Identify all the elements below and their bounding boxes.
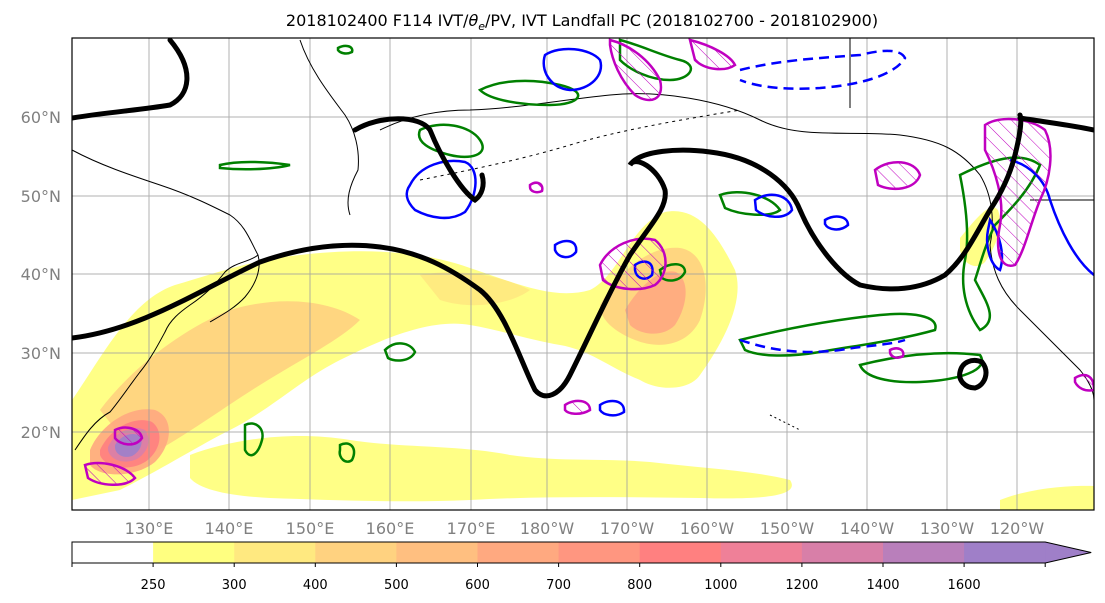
colorbar-cell xyxy=(720,542,803,563)
pv-contour-hawaii xyxy=(383,342,417,362)
landfall-pc-gulf xyxy=(873,161,922,191)
landfall-pc-north xyxy=(608,38,663,102)
longitude-label: 170°W xyxy=(600,519,655,538)
pv-contour-subtrop-east xyxy=(738,312,937,357)
latitude-label: 30°N xyxy=(21,344,61,363)
longitude-label: 180°W xyxy=(520,519,575,538)
colorbar-tick-label: 300 xyxy=(222,578,247,593)
ivt-colorbar: 250 300 400 500 600 700 800 1000 1200 1400 1600 xyxy=(71,541,1092,593)
pv-neg-contour-subtrop xyxy=(739,338,906,354)
colorbar-cell xyxy=(883,542,965,563)
longitude-label: 140°E xyxy=(205,519,254,538)
colorbar-tick-label: 500 xyxy=(384,578,409,593)
kamchatka-coastline xyxy=(299,39,359,216)
landfall-pc-sw2 xyxy=(113,426,144,446)
ivt-band-low xyxy=(72,211,738,500)
hawaii-islands xyxy=(769,414,801,431)
landfall-pc-subtrop xyxy=(888,347,905,359)
alaska-coastline xyxy=(379,93,993,246)
theta-e-ne xyxy=(1017,115,1094,133)
theta-e-north-loop xyxy=(352,116,486,204)
colorbar-cell xyxy=(315,542,397,563)
theta-e-main xyxy=(72,112,1024,399)
pv-contour-sw2 xyxy=(338,442,356,463)
pv-neg-contour-gulf xyxy=(753,193,794,218)
colorbar-tick-label: 1600 xyxy=(948,578,981,593)
latitude-label: 50°N xyxy=(21,187,61,206)
theta-e-contours xyxy=(72,38,1094,399)
figure-title: 2018102400 F114 IVT/θe/PV, IVT Landfall … xyxy=(286,11,878,33)
colorbar-frame xyxy=(71,541,1092,564)
ivt-band-se xyxy=(1000,485,1094,510)
colorbar-cell xyxy=(396,542,478,563)
landfall-pc-contours xyxy=(83,38,1094,486)
colorbar-cell xyxy=(964,542,1046,563)
pv-neg-contour-north xyxy=(542,47,603,92)
colorbar-extend-arrow xyxy=(1045,542,1092,563)
longitude-label: 120°W xyxy=(990,519,1045,538)
landfall-pc-north2 xyxy=(688,38,737,71)
colorbar-cell xyxy=(72,542,154,563)
pv-contour-gulf xyxy=(718,191,782,216)
landfall-pc-sw xyxy=(83,461,137,486)
theta-e-north-west xyxy=(72,38,190,121)
longitude-label: 130°E xyxy=(125,519,174,538)
pv-contour-small xyxy=(336,44,354,55)
map-panel xyxy=(71,37,1095,511)
colorbar-tick-label: 600 xyxy=(465,578,490,593)
longitude-label: 170°E xyxy=(447,519,496,538)
colorbar-cell xyxy=(234,542,316,563)
longitude-label: 150°E xyxy=(286,519,335,538)
pv-contour-aleutian xyxy=(477,79,580,107)
pv-neg-contour-north-dashed xyxy=(739,49,907,90)
pv-negative-contours xyxy=(405,47,1094,417)
landfall-pc-small xyxy=(528,181,544,194)
pv-neg-contour-mid xyxy=(553,239,578,259)
colorbar-tick-label: 800 xyxy=(627,578,652,593)
latitude-label: 60°N xyxy=(21,108,61,127)
colorbar-cell xyxy=(801,542,884,563)
colorbar-tick-label: 1400 xyxy=(866,578,899,593)
latitude-label: 40°N xyxy=(21,265,61,284)
colorbar-cell xyxy=(153,542,235,563)
pv-contour-sw1 xyxy=(243,422,264,457)
colorbar-cell xyxy=(558,542,641,563)
longitude-label: 160°E xyxy=(366,519,415,538)
colorbar-tick-label: 400 xyxy=(303,578,328,593)
longitude-label: 140°W xyxy=(840,519,895,538)
colorbar-tick-label: 1200 xyxy=(785,578,818,593)
map-frame xyxy=(71,37,1095,511)
colorbar-cell xyxy=(477,542,560,563)
latitude-labels: 60°N 50°N 40°N 30°N 20°N xyxy=(21,108,61,442)
colorbar-tick-label: 700 xyxy=(546,578,571,593)
landfall-pc-mid xyxy=(563,399,592,415)
colorbar-cell xyxy=(639,542,722,563)
landfall-pc-ne xyxy=(983,117,1052,267)
longitude-labels: 130°E 140°E 150°E 160°E 170°E 180°W 170°W 160°W… xyxy=(125,519,1045,538)
japan-coastline xyxy=(209,254,260,323)
colorbar-tick-label: 250 xyxy=(141,578,166,593)
longitude-label: 150°W xyxy=(760,519,815,538)
aleutian-chain xyxy=(419,109,741,181)
longitude-label: 160°W xyxy=(680,519,735,538)
theta-e-small-loop xyxy=(957,357,989,391)
pv-contour-center xyxy=(658,263,687,282)
pv-neg-contour-small xyxy=(823,215,850,231)
pv-contour-alaska xyxy=(417,123,484,159)
longitude-label: 130°W xyxy=(920,519,975,538)
latitude-label: 20°N xyxy=(21,423,61,442)
pv-contour-subtrop-east2 xyxy=(858,351,984,384)
ivt-core-east xyxy=(625,271,686,334)
pv-contour-west xyxy=(218,160,291,171)
colorbar-tick-label: 1000 xyxy=(704,578,737,593)
pv-neg-contour-s xyxy=(598,399,626,417)
